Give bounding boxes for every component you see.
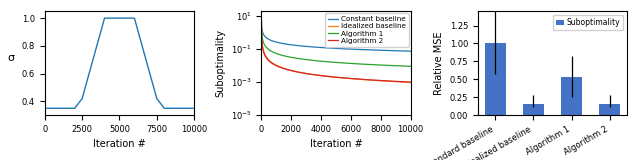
Algorithm 2 [258, 43, 266, 45]
Constant baseline [258, 29, 266, 31]
Y-axis label: σ: σ [7, 53, 14, 63]
Constant baseline [264, 38, 271, 40]
Line: Algorithm 1: Algorithm 1 [261, 15, 411, 66]
Bar [523, 104, 544, 115]
Legend: Constant baseline, Idealized baseline, Algorithm 1, Algorithm 2: Constant baseline, Idealized baseline, A… [324, 13, 408, 47]
Constant baseline [257, 14, 265, 16]
Line: Idealized baseline: Idealized baseline [261, 13, 411, 82]
Idealized baseline [330, 76, 338, 78]
Constant baseline [399, 50, 406, 52]
Algorithm 1 [258, 35, 266, 37]
Algorithm 2 [257, 15, 265, 17]
Algorithm 1 [266, 50, 274, 52]
Y-axis label: Suboptimality: Suboptimality [215, 29, 225, 97]
Idealized baseline [399, 81, 406, 83]
Idealized baseline [407, 81, 415, 83]
Algorithm 2 [407, 81, 415, 83]
Idealized baseline [287, 69, 294, 71]
Algorithm 1 [287, 56, 294, 58]
Algorithm 1 [264, 48, 271, 50]
Constant baseline [266, 39, 274, 41]
Algorithm 2 [287, 70, 294, 72]
Idealized baseline [264, 58, 271, 60]
Algorithm 2 [264, 58, 271, 60]
Line: Constant baseline: Constant baseline [261, 15, 411, 51]
Legend: Suboptimality: Suboptimality [553, 15, 623, 30]
X-axis label: Iteration #: Iteration # [93, 140, 146, 149]
Algorithm 2 [399, 81, 406, 83]
Algorithm 1 [399, 65, 406, 67]
Constant baseline [330, 47, 338, 49]
X-axis label: Iteration #: Iteration # [310, 140, 362, 149]
Idealized baseline [258, 41, 266, 43]
Algorithm 1 [257, 14, 265, 16]
Idealized baseline [266, 60, 274, 62]
Bar [561, 77, 582, 115]
Line: Algorithm 2: Algorithm 2 [261, 16, 411, 82]
Y-axis label: Relative MSE: Relative MSE [434, 32, 444, 95]
Algorithm 1 [330, 61, 338, 63]
Constant baseline [407, 50, 415, 52]
Bar [600, 104, 620, 115]
Algorithm 2 [266, 61, 274, 63]
Idealized baseline [257, 12, 265, 14]
Constant baseline [287, 44, 294, 46]
Bar [484, 44, 506, 115]
Algorithm 1 [407, 65, 415, 67]
Algorithm 2 [330, 76, 338, 78]
